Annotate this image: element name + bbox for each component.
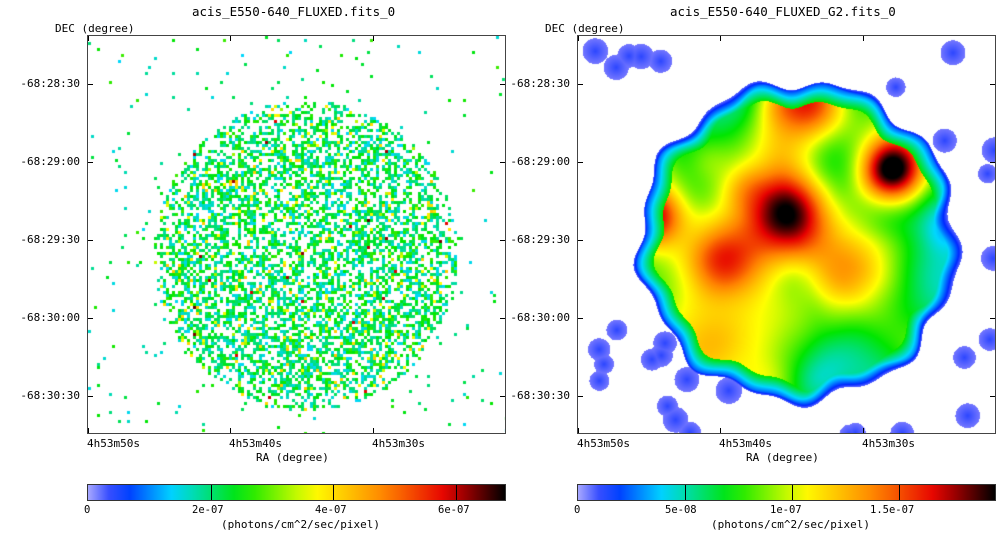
right-x-tick-2: 4h53m30s xyxy=(862,437,915,450)
left-heatmap-canvas xyxy=(88,36,505,433)
left-x-tick-2: 4h53m30s xyxy=(372,437,425,450)
colorbar-tick-mark xyxy=(791,485,793,500)
left-y-tick-1: -68:29:00 xyxy=(20,155,80,168)
left-y-axis-label: DEC (degree) xyxy=(55,22,135,35)
right-y-tick-3: -68:30:00 xyxy=(510,311,570,324)
left-x-tick-1: 4h53m40s xyxy=(229,437,282,450)
right-x-tick-1: 4h53m40s xyxy=(719,437,772,450)
left-y-tick-2: -68:29:30 xyxy=(20,233,80,246)
axis-tick-mark xyxy=(500,318,505,319)
axis-tick-mark xyxy=(578,240,583,241)
axis-tick-mark xyxy=(990,84,995,85)
right-y-tick-0: -68:28:30 xyxy=(510,77,570,90)
right-colorbar-tick-0: 0 xyxy=(574,504,581,516)
axis-tick-mark xyxy=(88,428,89,433)
axis-tick-mark xyxy=(88,318,93,319)
axis-tick-mark xyxy=(88,240,93,241)
right-heatmap-canvas xyxy=(578,36,995,433)
left-x-axis-label: RA (degree) xyxy=(256,451,329,464)
colorbar-tick-mark xyxy=(455,485,457,500)
axis-tick-mark xyxy=(500,84,505,85)
right-chart-title: acis_E550-640_FLUXED_G2.fits_0 xyxy=(670,4,896,19)
axis-tick-mark xyxy=(373,428,374,433)
right-colorbar xyxy=(577,484,996,501)
left-x-tick-0: 4h53m50s xyxy=(87,437,140,450)
left-image-frame[interactable] xyxy=(87,35,506,434)
right-colorbar-tick-2: 1e-07 xyxy=(770,504,802,516)
left-colorbar-label: (photons/cm^2/sec/pixel) xyxy=(221,518,380,531)
right-y-axis-label: DEC (degree) xyxy=(545,22,625,35)
right-y-tick-4: -68:30:30 xyxy=(510,389,570,402)
left-colorbar-tick-1: 2e-07 xyxy=(192,504,224,516)
axis-tick-mark xyxy=(88,162,93,163)
left-y-tick-0: -68:28:30 xyxy=(20,77,80,90)
colorbar-tick-mark xyxy=(210,485,212,500)
right-image-frame[interactable] xyxy=(577,35,996,434)
axis-tick-mark xyxy=(578,318,583,319)
axis-tick-mark xyxy=(578,36,579,41)
right-x-axis-label: RA (degree) xyxy=(746,451,819,464)
axis-tick-mark xyxy=(863,428,864,433)
axis-tick-mark xyxy=(500,396,505,397)
axis-tick-mark xyxy=(373,36,374,41)
right-x-tick-0: 4h53m50s xyxy=(577,437,630,450)
right-colorbar-tick-1: 5e-08 xyxy=(665,504,697,516)
axis-tick-mark xyxy=(863,36,864,41)
right-colorbar-tick-3: 1.5e-07 xyxy=(870,504,915,516)
axis-tick-mark xyxy=(88,84,93,85)
left-y-tick-4: -68:30:30 xyxy=(20,389,80,402)
left-colorbar-tick-2: 4e-07 xyxy=(315,504,347,516)
axis-tick-mark xyxy=(578,162,583,163)
left-colorbar-tick-0: 0 xyxy=(84,504,91,516)
axis-tick-mark xyxy=(88,36,89,41)
colorbar-tick-mark xyxy=(333,485,335,500)
axis-tick-mark xyxy=(500,240,505,241)
axis-tick-mark xyxy=(230,36,231,41)
right-colorbar-label: (photons/cm^2/sec/pixel) xyxy=(711,518,870,531)
right-y-tick-1: -68:29:00 xyxy=(510,155,570,168)
axis-tick-mark xyxy=(720,428,721,433)
right-y-tick-2: -68:29:30 xyxy=(510,233,570,246)
axis-tick-mark xyxy=(990,396,995,397)
left-chart-title: acis_E550-640_FLUXED.fits_0 xyxy=(192,4,396,19)
left-colorbar xyxy=(87,484,506,501)
axis-tick-mark xyxy=(500,162,505,163)
axis-tick-mark xyxy=(990,162,995,163)
axis-tick-mark xyxy=(578,396,583,397)
colorbar-tick-mark xyxy=(898,485,900,500)
axis-tick-mark xyxy=(578,84,583,85)
left-colorbar-tick-3: 6e-07 xyxy=(438,504,470,516)
axis-tick-mark xyxy=(720,36,721,41)
left-y-tick-3: -68:30:00 xyxy=(20,311,80,324)
axis-tick-mark xyxy=(230,428,231,433)
axis-tick-mark xyxy=(88,396,93,397)
colorbar-tick-mark xyxy=(684,485,686,500)
axis-tick-mark xyxy=(578,428,579,433)
axis-tick-mark xyxy=(990,318,995,319)
axis-tick-mark xyxy=(990,240,995,241)
